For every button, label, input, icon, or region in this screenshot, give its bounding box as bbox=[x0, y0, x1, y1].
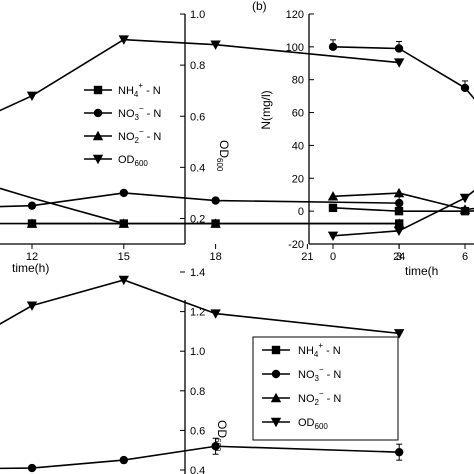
panel-c-y2tick-label: 0.4 bbox=[190, 465, 205, 474]
panel-a-legend-label: NO2− - N bbox=[118, 127, 161, 145]
panel-a-y2tick-label: 1.0 bbox=[190, 9, 205, 21]
panel-b-ytick-label: 20 bbox=[292, 173, 304, 185]
panel-a-xtick-label: 15 bbox=[118, 251, 130, 263]
panel-c-series-0-point bbox=[394, 329, 405, 339]
panel-b-series-1-point bbox=[393, 226, 405, 237]
panel-a-series-3-point bbox=[395, 219, 404, 228]
panel-b-series-3-line bbox=[332, 207, 474, 212]
panel-c: 0.40.60.81.01.21.4 OD600 bbox=[0, 267, 405, 474]
panel-a-y2label: OD600 bbox=[215, 140, 231, 172]
panel-a-xtick-label: 24 bbox=[393, 251, 405, 263]
panel-a-series-0-point bbox=[119, 188, 128, 198]
panel-a-series-3-point bbox=[27, 219, 37, 228]
panel-a-xtick-label: 21 bbox=[301, 251, 313, 263]
panel-a-legend-marker bbox=[92, 130, 104, 141]
panel-b-ytick-label: 120 bbox=[286, 9, 304, 21]
panel-a-xtick-label: 18 bbox=[209, 251, 221, 263]
panel-a-legend-marker bbox=[93, 85, 103, 95]
panel-c-y2tick-label: 1.0 bbox=[190, 346, 205, 358]
panel-b-series-2-point bbox=[327, 191, 339, 201]
panel-a-y2tick-label: 0.4 bbox=[190, 162, 205, 174]
panel-a-series-4-point bbox=[394, 58, 405, 68]
panel-c-series-0-point bbox=[118, 275, 129, 286]
panel-a-xlabel: time(h) bbox=[12, 261, 49, 275]
panel-c-y2tick-label: 0.6 bbox=[190, 425, 205, 437]
panel-b-xtick-label: 6 bbox=[462, 251, 468, 263]
panel-a-series-0-point bbox=[27, 201, 37, 210]
panel-b-ytick-label: 80 bbox=[292, 75, 304, 87]
panel-a-y2tick-label: 0.6 bbox=[190, 111, 205, 123]
panel-a-series-4-point bbox=[210, 40, 221, 50]
panel-b-series-2-point bbox=[393, 187, 405, 198]
panel-a-legend-marker bbox=[92, 154, 104, 165]
panel-b-ytick-label: 40 bbox=[292, 140, 304, 152]
panel-b-series-0-line bbox=[332, 46, 474, 100]
panel-b-series-3-point bbox=[394, 206, 404, 216]
panel-b-series-1-point bbox=[327, 231, 339, 241]
panel-b-xtick-label: 3 bbox=[396, 251, 402, 263]
legend-box-marker bbox=[270, 392, 282, 403]
panel-a: 121518212427 0.20.40.60.81.0 time(h) OD6… bbox=[0, 9, 405, 275]
panel-b-series-2-line bbox=[332, 192, 474, 211]
panel-c-series-1-point bbox=[119, 455, 128, 465]
panel-a-series-4-point bbox=[118, 35, 129, 45]
panel-a-series-1-line bbox=[0, 187, 125, 225]
panel-b-xtick-label: 0 bbox=[330, 251, 336, 263]
panel-a-series-4-point bbox=[26, 91, 38, 102]
panel-a-legend-label: OD600 bbox=[118, 154, 148, 168]
panel-a-series-0-point bbox=[211, 196, 220, 205]
panel-c-series-0-point bbox=[210, 309, 221, 319]
panel-c-y2tick-label: 1.2 bbox=[190, 307, 205, 319]
panel-b-series-1-point bbox=[459, 193, 471, 204]
panel-b-ytick-label: -20 bbox=[288, 239, 304, 251]
panel-b-ytick-label: 0 bbox=[298, 206, 304, 218]
panel-b-xlabel: time(h bbox=[405, 264, 438, 278]
panel-a-legend-marker bbox=[93, 108, 103, 118]
panel-a-legend-label: NH4+ - N bbox=[118, 81, 161, 99]
panel-c-series-0-point bbox=[26, 301, 38, 311]
panel-b-ytick-label: 60 bbox=[292, 108, 304, 120]
panel-a-xtick-label: 12 bbox=[26, 251, 38, 263]
panel-b-series-3-point bbox=[328, 203, 338, 213]
panel-b-label: (b) bbox=[252, 0, 267, 13]
panel-a-legend-label: NO3− - N bbox=[118, 104, 161, 122]
panel-b-ylabel: N(mg/l) bbox=[259, 90, 273, 129]
panel-b-ytick-label: 100 bbox=[286, 42, 304, 54]
legend-box-marker bbox=[271, 345, 281, 355]
legend-box-marker bbox=[270, 417, 282, 428]
panel-c-series-1-point bbox=[27, 463, 37, 473]
panel-a-y2tick-label: 0.8 bbox=[190, 60, 205, 72]
panel-a-series-3-point bbox=[119, 219, 128, 228]
legend-box-marker bbox=[271, 369, 281, 379]
panel-c-y2tick-label: 0.8 bbox=[190, 386, 205, 398]
panel-a-series-3-point bbox=[211, 219, 220, 228]
panel-b-series-3-point bbox=[460, 206, 470, 216]
panel-c-y2tick-label: 1.4 bbox=[190, 267, 205, 279]
panel-a-y2tick-label: 0.2 bbox=[190, 213, 205, 225]
